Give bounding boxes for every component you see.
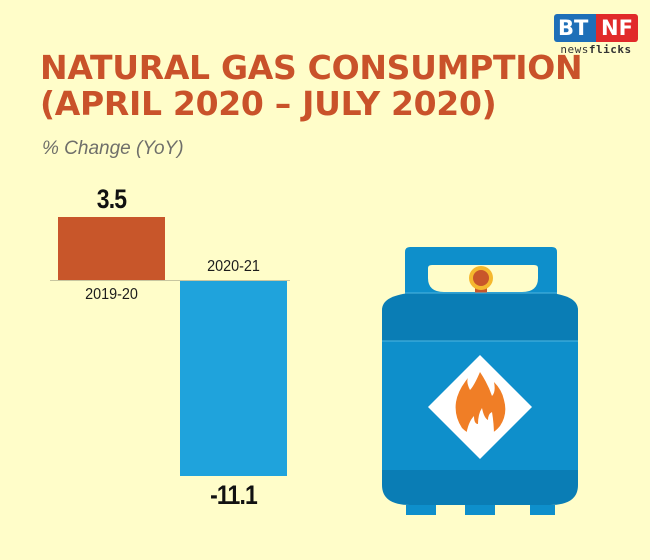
chart-subtitle: % Change (YoY) — [42, 138, 184, 159]
value-label-2020-21: -11.1 — [210, 480, 258, 510]
category-label-2019-20: 2019-20 — [85, 286, 138, 303]
category-label-2020-21: 2020-21 — [207, 258, 260, 275]
bar-2020-21 — [180, 281, 287, 476]
gas-cylinder-icon — [382, 247, 578, 515]
title-line-1: NATURAL GAS CONSUMPTION — [40, 48, 583, 87]
bar-2019-20 — [58, 217, 165, 281]
logo-bt-text: BT — [554, 14, 596, 42]
logo-nf-text: NF — [596, 14, 638, 42]
logo-tagline: newsflicks — [554, 43, 638, 56]
zero-baseline — [50, 280, 290, 281]
value-label-2019-20: 3.5 — [96, 184, 127, 214]
logo-badge: BT NF — [554, 14, 638, 42]
tagline-bold: flicks — [588, 43, 632, 56]
tagline-plain: news — [560, 43, 589, 56]
chart-title: NATURAL GAS CONSUMPTION (APRIL 2020 – JU… — [40, 48, 583, 123]
brand-logo: BT NF newsflicks — [554, 14, 638, 56]
title-line-2: (APRIL 2020 – JULY 2020) — [40, 84, 497, 123]
